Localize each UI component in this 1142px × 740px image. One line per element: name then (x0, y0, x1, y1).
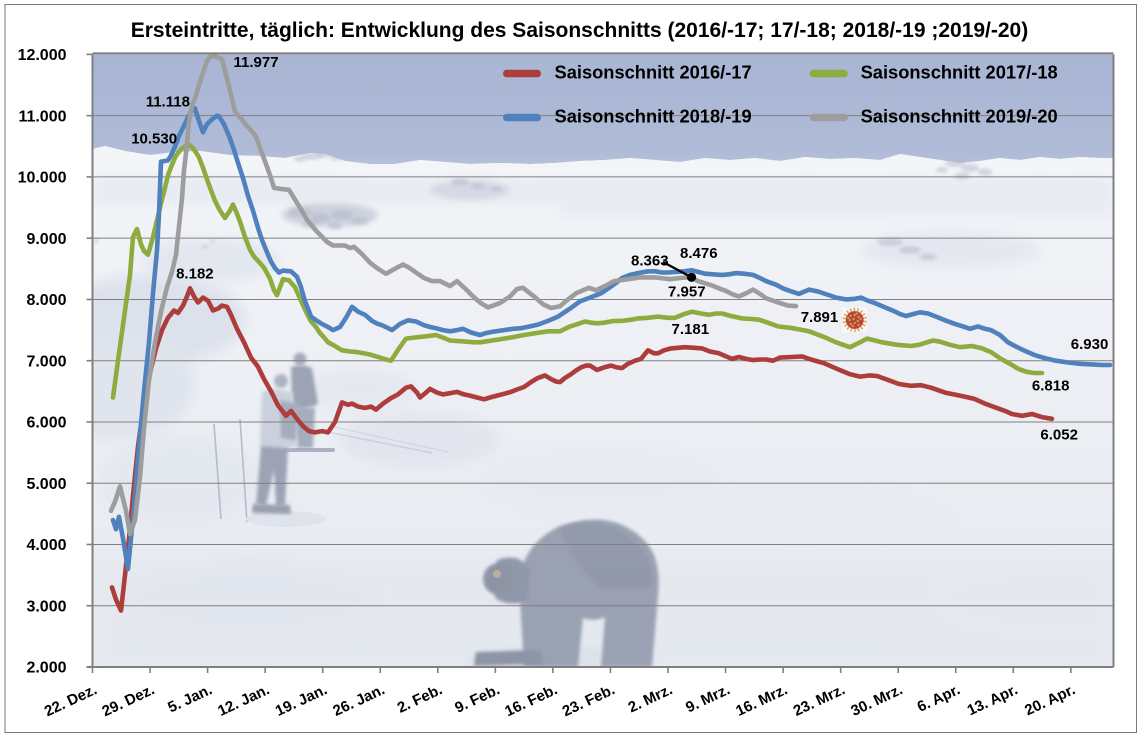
svg-text:7.000: 7.000 (26, 353, 66, 370)
svg-text:3.000: 3.000 (26, 598, 66, 615)
svg-text:7.957: 7.957 (668, 284, 706, 301)
svg-text:6.818: 6.818 (1032, 378, 1070, 395)
svg-text:8.182: 8.182 (176, 266, 214, 283)
svg-text:6.000: 6.000 (26, 415, 66, 432)
svg-text:Saisonschnitt 2016/-17: Saisonschnitt 2016/-17 (555, 62, 752, 83)
svg-text:4.000: 4.000 (26, 537, 66, 554)
svg-text:6.930: 6.930 (1071, 336, 1109, 353)
svg-text:2.000: 2.000 (26, 660, 66, 677)
svg-text:11.000: 11.000 (18, 108, 66, 125)
svg-text:11.118: 11.118 (146, 94, 190, 111)
svg-text:Saisonschnitt 2017/-18: Saisonschnitt 2017/-18 (861, 62, 1058, 83)
svg-text:12.000: 12.000 (18, 47, 67, 64)
svg-text:8.000: 8.000 (26, 292, 66, 309)
svg-text:10.000: 10.000 (18, 170, 67, 187)
svg-text:8.363: 8.363 (631, 253, 669, 270)
svg-text:7.891: 7.891 (801, 309, 839, 326)
svg-text:Saisonschnitt 2018/-19: Saisonschnitt 2018/-19 (555, 106, 752, 127)
svg-text:Ersteintritte, täglich: Entwic: Ersteintritte, täglich: Entwicklung des … (131, 19, 1028, 42)
svg-text:5.000: 5.000 (26, 476, 66, 493)
svg-text:8.476: 8.476 (680, 245, 718, 262)
svg-text:7.181: 7.181 (672, 321, 710, 338)
svg-text:6.052: 6.052 (1040, 427, 1078, 444)
svg-text:Saisonschnitt 2019/-20: Saisonschnitt 2019/-20 (861, 106, 1058, 127)
svg-text:10.530: 10.530 (131, 131, 177, 148)
svg-text:11.977: 11.977 (234, 54, 279, 71)
svg-text:9.000: 9.000 (26, 231, 66, 248)
